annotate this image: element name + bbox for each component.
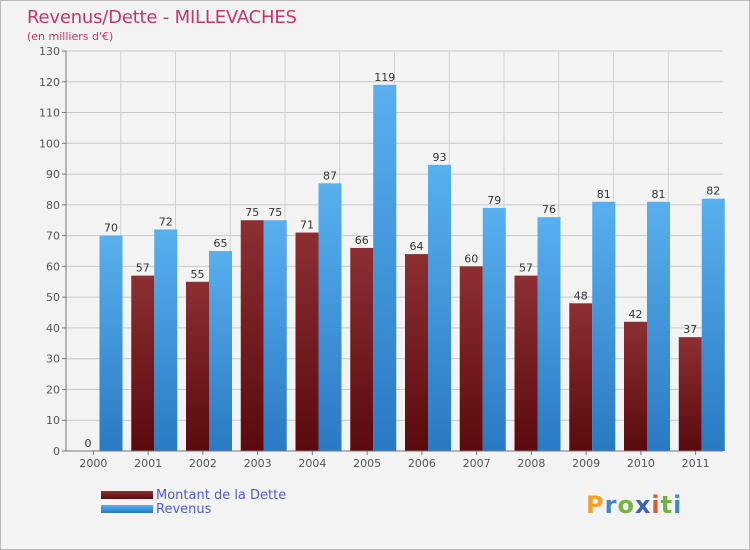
bar-revenus-2011 (701, 198, 725, 451)
y-tick-label: 100 (39, 137, 60, 150)
data-label-revenus-2010: 81 (652, 188, 666, 201)
x-tick-label: 2006 (408, 457, 436, 470)
x-tick-label: 2000 (79, 457, 107, 470)
y-tick-label: 120 (39, 76, 60, 89)
data-label-revenus-2000: 70 (104, 222, 118, 235)
bar-debt-2001 (131, 275, 155, 451)
legend-swatch-revenus (101, 505, 153, 513)
data-label-revenus-2001: 72 (159, 215, 173, 228)
data-label-revenus-2007: 79 (487, 194, 501, 207)
y-tick-label: 30 (46, 353, 60, 366)
legend-item-dette: Montant de la Dette (101, 487, 286, 503)
legend-item-revenus: Revenus (101, 501, 211, 517)
x-tick-label: 2007 (463, 457, 491, 470)
data-label-debt-2010: 42 (629, 308, 643, 321)
data-label-revenus-2004: 87 (323, 169, 337, 182)
data-label-revenus-2005: 119 (374, 71, 395, 84)
data-label-debt-2002: 55 (191, 268, 205, 281)
y-tick-label: 70 (46, 230, 60, 243)
x-tick-label: 2009 (572, 457, 600, 470)
bar-debt-2004 (295, 232, 319, 451)
legend-label-dette: Montant de la Dette (156, 487, 287, 503)
bar-revenus-2004 (318, 183, 342, 452)
x-tick-label: 2003 (244, 457, 272, 470)
data-label-debt-2005: 66 (355, 234, 369, 247)
data-label-revenus-2006: 93 (433, 151, 447, 164)
data-label-debt-2003: 75 (245, 206, 259, 219)
bar-revenus-2008 (537, 217, 561, 451)
bar-debt-2007 (459, 266, 483, 451)
data-label-debt-2011: 37 (683, 323, 697, 336)
y-tick-label: 130 (39, 45, 60, 58)
bar-revenus-2005 (373, 84, 397, 451)
logo-letter: x (634, 491, 652, 519)
y-tick-label: 10 (46, 414, 60, 427)
data-label-revenus-2009: 81 (597, 188, 611, 201)
chart-title: Revenus/Dette - MILLEVACHES (27, 7, 297, 28)
bar-revenus-2007 (482, 207, 506, 451)
x-tick-label: 2004 (298, 457, 326, 470)
bar-revenus-2006 (428, 164, 451, 451)
bar-revenus-2010 (647, 201, 670, 451)
x-tick-label: 2010 (627, 457, 655, 470)
y-tick-label: 60 (46, 260, 60, 273)
x-tick-label: 2002 (189, 457, 217, 470)
y-tick-label: 110 (39, 107, 60, 120)
legend-swatch-dette (101, 491, 153, 499)
bar-debt-2003 (240, 220, 264, 451)
bar-debt-2006 (405, 254, 428, 451)
chart-subtitle: (en milliers d'€) (27, 30, 114, 43)
data-label-revenus-2003: 75 (268, 206, 282, 219)
y-tick-label: 20 (46, 383, 60, 396)
data-label-revenus-2002: 65 (214, 237, 228, 250)
data-label-revenus-2008: 76 (542, 203, 556, 216)
labels: 0 70 57 72 55 65 75 75 71 87 66 119 64 93 60 79 57 76 48 81… (85, 71, 721, 450)
bar-revenus-2009 (592, 201, 616, 451)
logo-letter: o (617, 491, 635, 519)
bar-revenus-2003 (263, 220, 287, 451)
bar-revenus-2001 (154, 229, 178, 451)
logo-letter: i (673, 491, 683, 519)
data-label-debt-2009: 48 (574, 289, 588, 302)
x-tick-label: 2001 (134, 457, 162, 470)
logo-letter: i (651, 491, 661, 519)
bar-debt-2005 (350, 247, 374, 451)
bar-debt-2009 (569, 303, 593, 451)
bar-debt-2010 (624, 321, 647, 451)
y-tick-label: 0 (53, 445, 60, 458)
y-tick-label: 90 (46, 168, 60, 181)
bar-revenus-2000 (99, 235, 123, 451)
proxiti-logo: Proxiti (586, 491, 682, 519)
x-tick-label: 2005 (353, 457, 381, 470)
x-tick-label: 2008 (517, 457, 545, 470)
data-label-debt-2004: 71 (300, 219, 314, 232)
data-label-debt-2001: 57 (136, 262, 150, 275)
bar-debt-2011 (678, 337, 702, 451)
bar-debt-2008 (514, 275, 538, 451)
logo-letter: t (660, 491, 674, 519)
data-label-debt-2000: 0 (85, 437, 92, 450)
legend-label-revenus: Revenus (156, 501, 212, 517)
y-tick-label: 80 (46, 199, 60, 212)
bars (99, 84, 725, 452)
bar-revenus-2002 (209, 251, 232, 451)
bar-debt-2002 (186, 281, 209, 451)
x-tick-label: 2011 (682, 457, 710, 470)
data-label-revenus-2011: 82 (706, 185, 720, 198)
logo-letter: P (586, 491, 605, 519)
axes: 0 10 20 30 40 50 60 70 80 90 100 110 120 130 2000 2001 2… (39, 45, 723, 470)
data-label-debt-2006: 64 (410, 240, 424, 253)
y-tick-label: 40 (46, 322, 60, 335)
logo-letter: r (604, 491, 618, 519)
data-label-debt-2007: 60 (464, 252, 478, 265)
data-label-debt-2008: 57 (519, 262, 533, 275)
y-tick-label: 50 (46, 291, 60, 304)
